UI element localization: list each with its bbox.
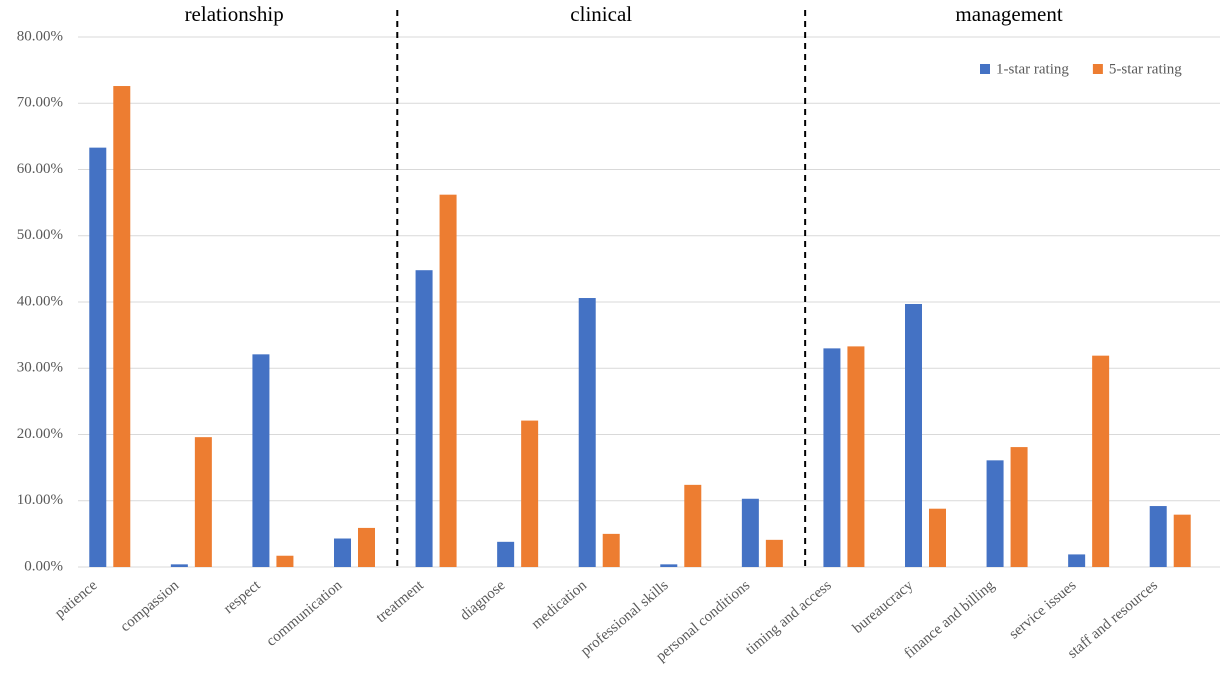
bar bbox=[684, 484, 702, 567]
bar bbox=[334, 538, 351, 567]
y-tick-label: 70.00% bbox=[17, 95, 63, 111]
x-tick-label: compassion bbox=[118, 577, 183, 635]
y-tick-label: 50.00% bbox=[17, 227, 63, 243]
x-tick-label: bureaucracy bbox=[850, 577, 917, 637]
y-tick-label: 60.00% bbox=[17, 161, 63, 177]
bar bbox=[1010, 447, 1028, 567]
x-tick-label: service issues bbox=[1006, 577, 1079, 642]
bar bbox=[660, 564, 678, 567]
bar bbox=[741, 498, 759, 567]
bar bbox=[89, 147, 107, 567]
x-tick-label: treatment bbox=[373, 577, 427, 626]
bar bbox=[847, 346, 865, 567]
bar bbox=[1092, 355, 1110, 567]
x-tick-label: timing and access bbox=[743, 577, 835, 658]
bar bbox=[929, 508, 946, 567]
section-title: clinical bbox=[570, 2, 632, 26]
x-tick-label: staff and resources bbox=[1065, 577, 1161, 661]
x-tick-label: professional skills bbox=[578, 577, 672, 659]
y-tick-label: 40.00% bbox=[17, 293, 63, 309]
bar bbox=[113, 86, 131, 568]
bar bbox=[765, 539, 783, 567]
bar bbox=[415, 270, 433, 567]
x-tick-label: medication bbox=[529, 577, 591, 632]
x-tick-label: diagnose bbox=[457, 577, 508, 624]
legend-label: 5-star rating bbox=[1109, 61, 1182, 77]
bar bbox=[986, 460, 1004, 567]
y-tick-label: 10.00% bbox=[17, 492, 63, 508]
bar bbox=[1173, 514, 1191, 567]
y-tick-label: 0.00% bbox=[24, 558, 63, 574]
bar bbox=[1149, 506, 1167, 567]
bar bbox=[823, 348, 841, 567]
bar bbox=[170, 564, 188, 567]
bar bbox=[1068, 554, 1086, 567]
legend-swatch bbox=[980, 64, 990, 74]
bar bbox=[602, 533, 620, 567]
bar bbox=[252, 354, 270, 567]
bar bbox=[521, 420, 539, 567]
x-tick-label: patience bbox=[52, 577, 101, 622]
y-tick-label: 80.00% bbox=[17, 28, 63, 44]
legend-label: 1-star rating bbox=[996, 61, 1069, 77]
legend-swatch bbox=[1092, 64, 1103, 74]
section-title: relationship bbox=[185, 2, 284, 26]
y-tick-label: 30.00% bbox=[17, 360, 63, 376]
x-tick-label: respect bbox=[221, 577, 264, 617]
bar bbox=[194, 437, 212, 567]
bar bbox=[578, 298, 596, 567]
bar bbox=[358, 527, 375, 567]
bar bbox=[439, 194, 457, 568]
section-title: management bbox=[955, 2, 1062, 26]
x-tick-label: communication bbox=[264, 577, 346, 650]
y-tick-label: 20.00% bbox=[17, 426, 63, 442]
bar bbox=[276, 555, 294, 567]
bar bbox=[497, 541, 515, 567]
bar bbox=[905, 303, 922, 567]
